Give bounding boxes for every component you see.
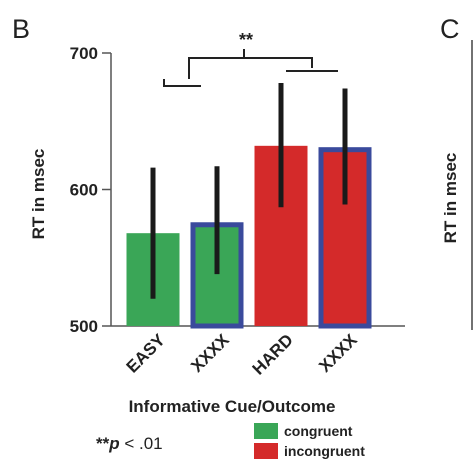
significance-stars: **: [239, 30, 253, 50]
y-tick-label: 500: [70, 317, 98, 336]
significance-bracket: [163, 49, 338, 87]
right-panel-y-axis-label: RT in msec: [441, 153, 460, 244]
x-tick-label: XXXX: [315, 330, 361, 376]
y-tick-label: 600: [70, 181, 98, 200]
footnote-stars: **: [96, 434, 110, 453]
x-tick-label: HARD: [249, 330, 297, 378]
panel-letter-c: C: [440, 14, 460, 44]
significance-footnote: **p < .01: [96, 434, 163, 453]
error-bars: [150, 83, 348, 299]
x-tick-label: EASY: [123, 330, 170, 377]
legend-label-congruent: congruent: [284, 423, 353, 439]
bars: [126, 145, 372, 329]
legend-label-incongruent: incongruent: [284, 443, 365, 459]
y-ticks: 500 600 700: [70, 44, 111, 336]
panel-letter-b: B: [12, 14, 30, 44]
legend-swatch-incongruent: [254, 443, 278, 459]
footnote-p: p: [108, 434, 119, 453]
footnote-threshold: < .01: [120, 434, 163, 453]
y-tick-label: 700: [70, 44, 98, 63]
legend: congruent incongruent: [254, 423, 365, 459]
x-axis-title: Informative Cue/Outcome: [129, 397, 336, 416]
legend-swatch-congruent: [254, 423, 278, 439]
y-axis-title: RT in msec: [29, 149, 48, 240]
x-tick-label: XXXX: [187, 330, 233, 376]
x-tick-labels: EASY XXXX HARD XXXX: [123, 330, 362, 379]
